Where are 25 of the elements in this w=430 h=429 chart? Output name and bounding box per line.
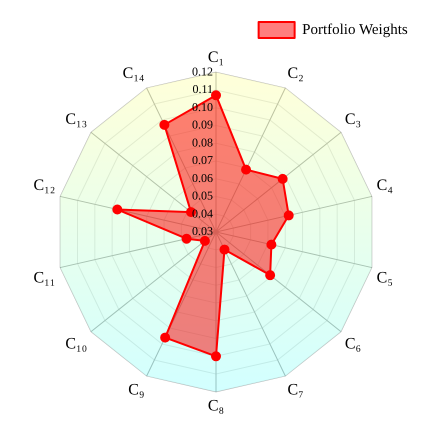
spoke-label: C₅	[376, 269, 393, 286]
spoke-label: C₈	[208, 398, 224, 415]
y-tick-label: 0.04	[192, 206, 213, 220]
spoke-label: C₄	[376, 176, 394, 194]
y-tick-label: 0.08	[192, 135, 213, 150]
spoke-label: C₁₄	[122, 65, 145, 82]
spoke-label: C₇	[288, 381, 304, 398]
spoke-label: C₁₃	[65, 110, 88, 128]
spoke-label: C₃	[344, 110, 362, 128]
y-tick-label: 0.07	[192, 153, 213, 168]
y-tick-label: 0.12	[192, 64, 213, 78]
spoke-label: C₉	[128, 381, 144, 398]
spoke-label: C₁₁	[34, 269, 56, 286]
y-tick-label: 0.05	[192, 188, 213, 203]
legend-label: Portfolio Weights	[302, 22, 408, 38]
y-tick-label: 0.06	[192, 170, 213, 185]
y-tick-label: 0.10	[192, 100, 213, 114]
y-tick-label: 0.09	[192, 118, 213, 132]
y-tick-label: 0.11	[192, 82, 213, 96]
spoke-label: C₂	[288, 65, 304, 82]
y-tick-label: 0.03	[192, 224, 213, 238]
spoke-label: C₁	[208, 48, 224, 66]
spoke-label: C₁₀	[65, 336, 88, 353]
spoke-label: C₁₂	[34, 176, 56, 194]
spoke-label: C₆	[344, 336, 362, 353]
